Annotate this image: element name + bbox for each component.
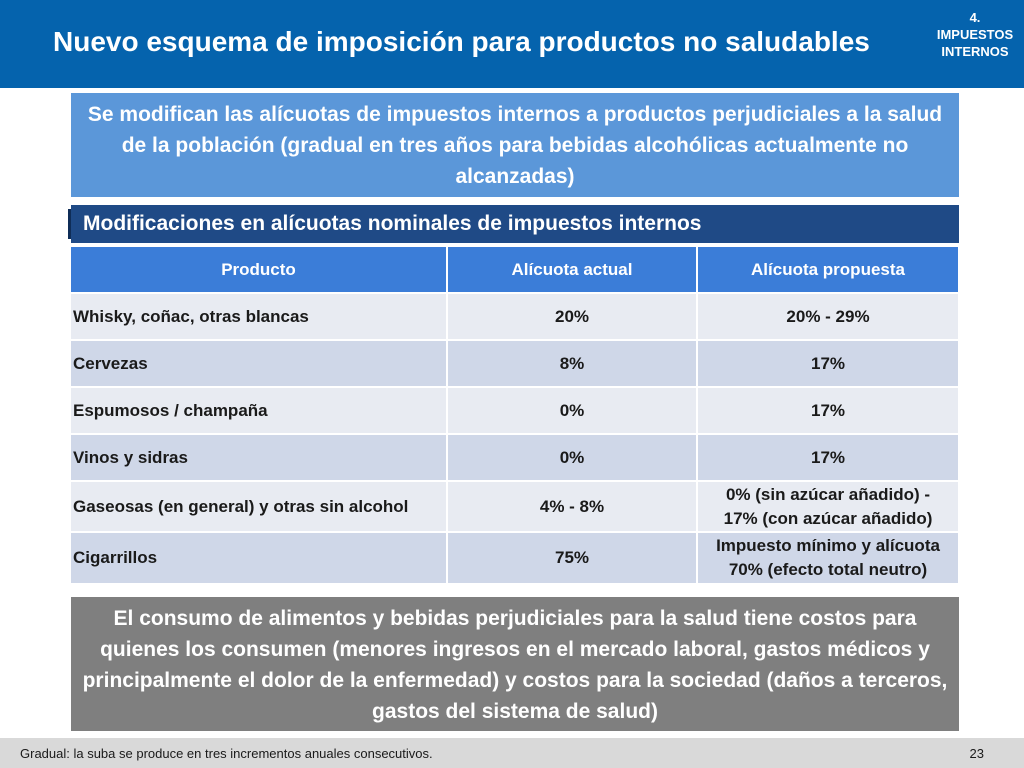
footnote: Gradual: la suba se produce en tres incr… bbox=[20, 746, 433, 761]
proposed-rate-line1: 20% - 29% bbox=[786, 306, 870, 326]
proposed-rate-line1: 17% bbox=[810, 447, 846, 467]
table-row: Cervezas 8% 17% bbox=[71, 339, 960, 387]
current-rate-cell: 75% bbox=[447, 531, 698, 583]
product-cell: Vinos y sidras bbox=[71, 433, 448, 481]
conclusion-box: El consumo de alimentos y bebidas perjud… bbox=[71, 597, 959, 731]
proposed-rate-line2: 70% (efecto total neutro) bbox=[728, 560, 928, 579]
proposed-rate-line1: 17% bbox=[810, 400, 846, 420]
proposed-rate-line1: 0% (sin azúcar añadido) - bbox=[725, 484, 931, 504]
header-bar: Nuevo esquema de imposición para product… bbox=[0, 0, 1024, 88]
current-rate-cell: 20% bbox=[447, 292, 698, 340]
page-number: 23 bbox=[969, 746, 984, 761]
proposed-rate-cell: 0% (sin azúcar añadido) - 17% (con azúca… bbox=[697, 480, 960, 532]
current-rate-cell: 0% bbox=[447, 386, 698, 434]
proposed-rate-cell: 17% bbox=[697, 339, 960, 387]
proposed-rate-line2: 17% (con azúcar añadido) bbox=[723, 508, 933, 528]
table-row: Cigarrillos 75% Impuesto mínimo y alícuo… bbox=[71, 531, 960, 583]
column-header-current-rate: Alícuota actual bbox=[447, 247, 698, 293]
current-rate-cell: 0% bbox=[447, 433, 698, 481]
column-header-product: Producto bbox=[71, 247, 448, 293]
proposed-rate-cell: 20% - 29% bbox=[697, 292, 960, 340]
product-cell: Cigarrillos bbox=[71, 531, 448, 583]
product-cell: Cervezas bbox=[71, 339, 448, 387]
table-header-row: Producto Alícuota actual Alícuota propue… bbox=[71, 247, 960, 293]
proposed-rate-cell: Impuesto mínimo y alícuota 70% (efecto t… bbox=[697, 531, 960, 583]
table-row: Whisky, coñac, otras blancas 20% 20% - 2… bbox=[71, 292, 960, 340]
table-row: Gaseosas (en general) y otras sin alcoho… bbox=[71, 480, 960, 532]
table-subheader: Modificaciones en alícuotas nominales de… bbox=[68, 205, 959, 243]
proposed-rate-cell: 17% bbox=[697, 386, 960, 434]
section-tag: 4. IMPUESTOS INTERNOS bbox=[930, 9, 1020, 60]
current-rate-cell: 8% bbox=[447, 339, 698, 387]
product-cell: Espumosos / champaña bbox=[71, 386, 448, 434]
footer-bar: Gradual: la suba se produce en tres incr… bbox=[0, 738, 1024, 768]
section-tag-line2: INTERNOS bbox=[941, 44, 1009, 59]
proposed-rate-cell: 17% bbox=[697, 433, 960, 481]
current-rate-cell: 4% - 8% bbox=[447, 480, 698, 532]
section-tag-line1: 4. IMPUESTOS bbox=[936, 10, 1014, 42]
page-title: Nuevo esquema de imposición para product… bbox=[53, 26, 870, 57]
product-cell: Gaseosas (en general) y otras sin alcoho… bbox=[71, 480, 448, 532]
tax-rates-table: Producto Alícuota actual Alícuota propue… bbox=[71, 247, 960, 583]
proposed-rate-line1: 17% bbox=[810, 353, 846, 373]
table-row: Espumosos / champaña 0% 17% bbox=[71, 386, 960, 434]
proposed-rate-line1: Impuesto mínimo y alícuota bbox=[716, 536, 940, 555]
column-header-proposed-rate: Alícuota propuesta bbox=[697, 247, 960, 293]
product-cell: Whisky, coñac, otras blancas bbox=[71, 292, 448, 340]
table-row: Vinos y sidras 0% 17% bbox=[71, 433, 960, 481]
intro-box: Se modifican las alícuotas de impuestos … bbox=[71, 93, 959, 197]
